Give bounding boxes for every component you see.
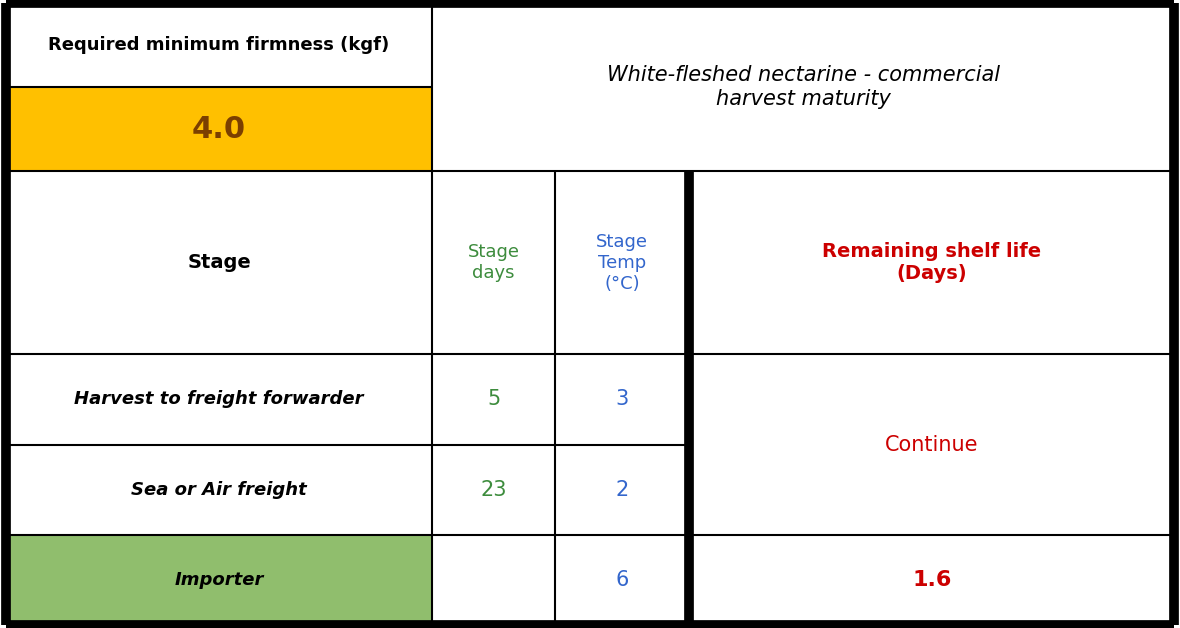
Text: Sea or Air freight: Sea or Air freight — [131, 480, 307, 499]
Text: White-fleshed nectarine - commercial
harvest maturity: White-fleshed nectarine - commercial har… — [607, 65, 999, 109]
Text: Stage
days: Stage days — [467, 243, 519, 282]
Text: 6: 6 — [616, 570, 629, 590]
Text: Continue: Continue — [885, 435, 978, 455]
Text: 3: 3 — [616, 389, 629, 409]
Text: Stage
Temp
(°C): Stage Temp (°C) — [596, 233, 648, 293]
Text: 5: 5 — [487, 389, 500, 409]
Text: Importer: Importer — [175, 571, 264, 589]
Text: 2: 2 — [616, 480, 629, 500]
Text: Remaining shelf life
(Days): Remaining shelf life (Days) — [822, 242, 1041, 283]
Text: Harvest to freight forwarder: Harvest to freight forwarder — [74, 391, 363, 408]
Bar — [6, 87, 432, 171]
Text: Required minimum firmness (kgf): Required minimum firmness (kgf) — [48, 36, 389, 54]
Text: 4.0: 4.0 — [192, 114, 247, 144]
Bar — [6, 534, 432, 625]
Text: 23: 23 — [480, 480, 507, 500]
Text: Stage: Stage — [188, 253, 251, 272]
Text: 1.6: 1.6 — [912, 570, 951, 590]
